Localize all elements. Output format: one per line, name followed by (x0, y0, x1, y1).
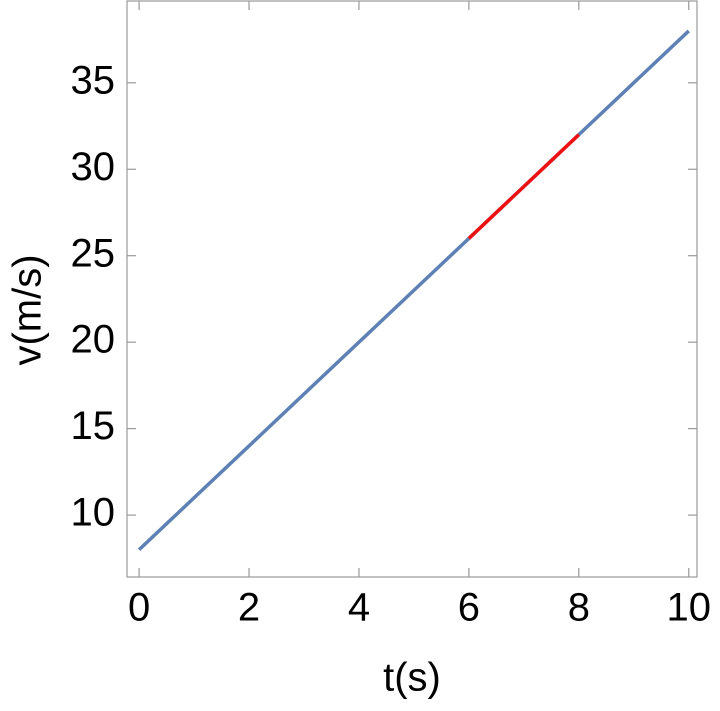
y-tick-label: 10 (71, 491, 116, 535)
x-tick-label: 2 (238, 586, 260, 630)
y-tick-label: 15 (71, 404, 116, 448)
plot-frame (126, 0, 698, 578)
y-tick-label: 30 (71, 145, 116, 189)
x-axis-label: t(s) (383, 656, 441, 700)
x-tick-label: 4 (348, 586, 370, 630)
x-tick-label: 8 (568, 586, 590, 630)
y-tick-label: 35 (71, 58, 116, 102)
line-series (137, 29, 690, 551)
x-tick-label: 6 (458, 586, 480, 630)
y-axis-label: v(m/s) (6, 254, 50, 365)
y-tick-label: 20 (71, 318, 116, 362)
line-series (467, 133, 581, 240)
y-tick-label: 25 (71, 231, 116, 275)
x-tick-label: 10 (667, 586, 712, 630)
x-tick-label: 0 (128, 586, 150, 630)
